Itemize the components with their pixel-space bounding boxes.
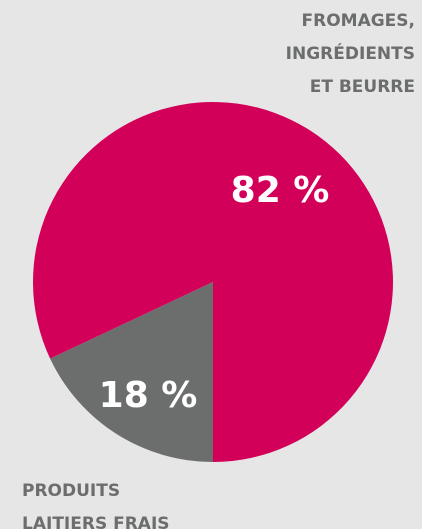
pie-slice: [50, 282, 213, 462]
category-label: LAITIERS FRAIS: [22, 514, 170, 529]
pie-slice: [33, 102, 394, 463]
category-label: INGRÉDIENTS: [286, 42, 415, 64]
category-label: PRODUITS: [22, 481, 120, 501]
category-label: FROMAGES,: [302, 11, 416, 31]
value-label: 82 %: [231, 170, 330, 211]
category-label: ET BEURRE: [310, 77, 415, 97]
value-label: 18 %: [99, 375, 198, 416]
